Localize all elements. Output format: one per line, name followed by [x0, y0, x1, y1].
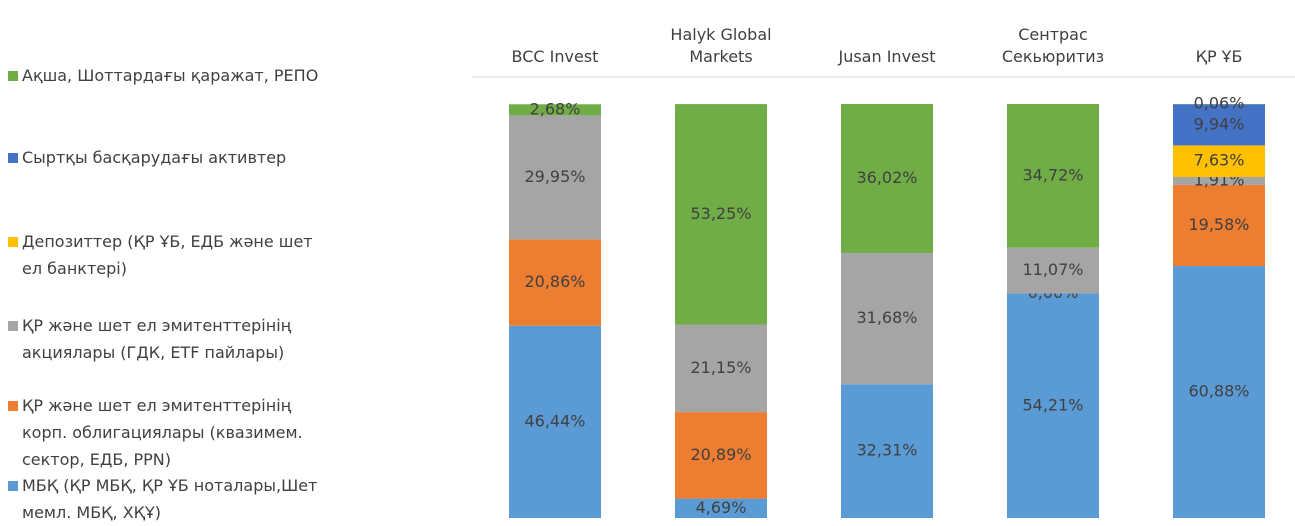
- legend-entry: Ақша, Шоттардағы қаражат, РЕПО: [8, 62, 322, 89]
- category-label: BCC Invest: [511, 47, 599, 66]
- legend-entry: Депозиттер (ҚР ҰБ, ЕДБ және шет ел банкт…: [8, 228, 322, 282]
- bar-segment: [675, 498, 767, 518]
- bar-segment: [509, 239, 601, 326]
- bar-segment: [1173, 104, 1265, 146]
- data-label: 31,68%: [856, 308, 917, 327]
- bar-segment: [509, 325, 601, 518]
- data-label: 60,88%: [1188, 381, 1249, 400]
- bar-segment: [1007, 293, 1099, 518]
- legend-entry: Сыртқы басқарудағы активтер: [8, 144, 322, 171]
- category-label: Halyk Global Markets: [670, 25, 772, 66]
- data-label: 29,95%: [524, 167, 585, 186]
- data-label: 54,21%: [1022, 395, 1083, 414]
- data-label: 21,15%: [690, 358, 751, 377]
- legend-label: Депозиттер (ҚР ҰБ, ЕДБ және шет ел банкт…: [22, 232, 313, 278]
- legend-swatch: [8, 481, 18, 491]
- category-label: ҚР ҰБ: [1195, 47, 1243, 66]
- data-label: 2,68%: [530, 99, 581, 118]
- bar-segment: [1173, 184, 1265, 266]
- legend-label: ҚР және шет ел эмитенттерінің корп. обли…: [22, 396, 303, 469]
- legend-swatch: [8, 401, 18, 411]
- bar-segment: [841, 103, 933, 254]
- legend-label: Ақша, Шоттардағы қаражат, РЕПО: [22, 66, 319, 85]
- legend-swatch: [8, 237, 18, 247]
- bar-segment: [509, 104, 601, 116]
- bar-segment: [841, 253, 933, 385]
- legend-label: МБҚ (ҚР МБҚ, ҚР ҰБ ноталары,Шет мемл. МБ…: [22, 476, 318, 522]
- legend-entry: ҚР және шет ел эмитенттерінің акциялары …: [8, 312, 322, 366]
- data-label: 0,06%: [1194, 94, 1245, 113]
- data-label: 53,25%: [690, 204, 751, 223]
- category-label: Сентрас Секьюритиз: [1001, 25, 1105, 66]
- legend-swatch: [8, 71, 18, 81]
- data-label: 11,07%: [1022, 260, 1083, 279]
- bar-segment: [675, 104, 767, 325]
- bar-segment: [1007, 104, 1099, 248]
- legend-label: Сыртқы басқарудағы активтер: [22, 148, 287, 167]
- bar-segment: [1173, 145, 1265, 177]
- data-label: 7,63%: [1194, 151, 1245, 170]
- legend-swatch: [8, 153, 18, 163]
- data-label: 9,94%: [1194, 114, 1245, 133]
- bar-segment: [1007, 247, 1099, 294]
- data-label: 19,58%: [1188, 215, 1249, 234]
- bar-segment: [675, 324, 767, 413]
- data-label: 36,02%: [856, 168, 917, 187]
- legend-label: ҚР және шет ел эмитенттерінің акциялары …: [22, 316, 292, 362]
- legend-entry: МБҚ (ҚР МБҚ, ҚР ҰБ ноталары,Шет мемл. МБ…: [8, 472, 322, 526]
- bar-segment: [509, 115, 601, 240]
- data-label: 32,31%: [856, 441, 917, 460]
- data-label: 34,72%: [1022, 165, 1083, 184]
- legend-entry: ҚР және шет ел эмитенттерінің корп. обли…: [8, 392, 322, 473]
- bar-segment: [841, 384, 933, 518]
- bar-segment: [1173, 265, 1265, 518]
- data-label: 20,89%: [690, 445, 751, 464]
- data-label: 46,44%: [524, 411, 585, 430]
- data-label: 4,69%: [696, 498, 747, 517]
- bar-segment: [1173, 176, 1265, 185]
- data-label: 20,86%: [524, 272, 585, 291]
- category-label: Jusan Invest: [838, 47, 936, 66]
- legend-swatch: [8, 321, 18, 331]
- bar-segment: [675, 412, 767, 499]
